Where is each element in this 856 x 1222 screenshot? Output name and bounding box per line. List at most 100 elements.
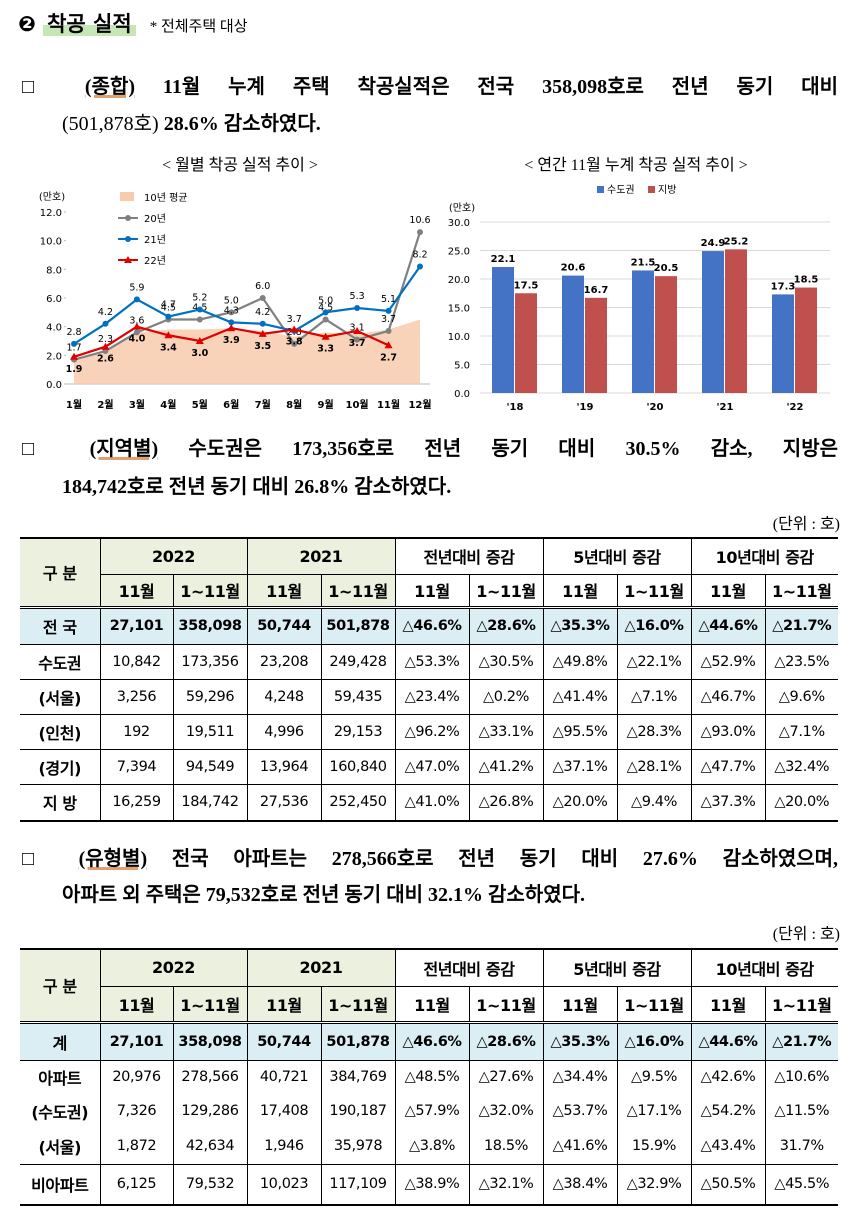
marker <box>228 309 235 316</box>
table-cell: △35.3% <box>542 605 618 645</box>
marker <box>70 352 78 360</box>
table-cell: △54.2% <box>690 1094 766 1128</box>
table-cell: △28.3% <box>616 713 692 750</box>
table: 구 분 2022 2021 전년대비 증감 5년대비 증감 10년대비 증감 11월 1~11… <box>20 948 839 1206</box>
header-cell: 2022 <box>99 948 248 987</box>
table-cell: 35,978 <box>320 1128 396 1165</box>
data-label: 2.3 <box>98 334 113 345</box>
x-tick-label: 2월 <box>97 399 113 411</box>
table-row: 아파트 20,976 278,566 40,721 384,769 △48.5% △27.6… <box>20 1059 839 1094</box>
y-axis-label: (만호) <box>449 202 475 214</box>
table-cell: 59,296 <box>172 678 248 715</box>
table-cell: △37.3% <box>690 783 766 822</box>
table-cell: 1,946 <box>246 1128 322 1165</box>
table-cell: △23.5% <box>764 643 839 680</box>
x-tick-label: 3월 <box>129 399 145 411</box>
table-cell: △9.4% <box>616 783 692 822</box>
header-cell: 1~11월 <box>764 985 839 1023</box>
data-label: 2.8 <box>66 327 81 338</box>
table-cell: △32.0% <box>468 1094 544 1128</box>
header-cell: 11월 <box>100 573 174 608</box>
table-cell: △26.8% <box>468 783 544 822</box>
table-cell: △20.0% <box>764 783 839 822</box>
marker <box>353 326 362 334</box>
table-cell: △17.1% <box>616 1094 692 1128</box>
table-cell: △32.1% <box>468 1163 544 1206</box>
table-cell: △37.1% <box>542 748 618 785</box>
data-label: 17.5 <box>514 280 539 291</box>
x-tick-label: 4월 <box>160 399 176 411</box>
y-tick-label: 25.0 <box>448 247 470 258</box>
x-tick-label: '21 <box>717 402 734 413</box>
paragraph-line: (501,878호) 28.6% 감소하였다. <box>62 107 321 136</box>
bar <box>585 297 607 393</box>
table-cell: △9.6% <box>764 678 839 715</box>
header-cell: 전년대비 증감 <box>394 537 544 575</box>
table-cell: 10,023 <box>246 1163 322 1206</box>
header-cell: 1~11월 <box>320 985 396 1023</box>
header-cell: 1~11월 <box>468 985 544 1023</box>
data-label: 20.5 <box>654 263 679 274</box>
table-cell: △41.2% <box>468 748 544 785</box>
data-label: 3.4 <box>160 342 177 353</box>
header-row: 구 분 2022 2021 전년대비 증감 5년대비 증감 10년대비 증감 <box>20 948 839 1023</box>
data-label: 1.9 <box>66 364 83 375</box>
table-cell: △28.6% <box>468 1020 544 1061</box>
y-tick-label: 2.0 <box>46 351 62 362</box>
line <box>73 265 421 345</box>
table-cell: △47.0% <box>394 748 470 785</box>
table-cell: △28.1% <box>616 748 692 785</box>
y-tick-label: 8.0 <box>46 265 62 276</box>
table-cell: △28.6% <box>468 605 544 645</box>
header-cell: 1~11월 <box>616 985 692 1023</box>
table-cell: △32.4% <box>764 748 839 785</box>
text: 아파트 외 주택은 79,532호로 전년 동기 대비 32.1% 감소하였다. <box>62 884 585 906</box>
paragraph-line: □ (지역별) 수도권은 173,356호로 전년 동기 대비 30.5% 감소… <box>22 432 838 461</box>
table-cell: △16.0% <box>616 605 692 645</box>
data-label: 21.5 <box>631 257 656 268</box>
table-cell: 278,566 <box>172 1059 248 1094</box>
row-label: 아파트 <box>20 1059 101 1094</box>
table-cell: △95.5% <box>542 713 618 750</box>
table-cell: △46.6% <box>394 1020 470 1061</box>
data-label: 4.2 <box>98 307 113 318</box>
table-cell: △35.3% <box>542 1020 618 1061</box>
x-tick-label: 11월 <box>377 399 400 411</box>
table-cell: △44.6% <box>690 605 766 645</box>
data-label: 5.3 <box>350 291 365 302</box>
y-tick-label: 20.0 <box>448 275 470 286</box>
table-cell: △7.1% <box>764 713 839 750</box>
table-cell: △48.5% <box>394 1059 470 1094</box>
table-cell: 160,840 <box>320 748 396 785</box>
header-cell: 11월 <box>542 573 618 608</box>
marker <box>259 320 266 327</box>
table-cell: 249,428 <box>320 643 396 680</box>
chart-title: < 연간 11월 누계 착공 실적 추이 > <box>524 156 747 174</box>
header-cell: 11월 <box>690 573 766 608</box>
data-label: 2.7 <box>380 352 397 363</box>
table-cell: 173,356 <box>172 643 248 680</box>
data-label: 3.7 <box>349 338 366 349</box>
table-cell: 50,744 <box>246 1020 322 1061</box>
table-cell: 40,721 <box>246 1059 322 1094</box>
header-cell: 5년대비 증감 <box>542 537 692 575</box>
data-label: 3.7 <box>381 314 396 325</box>
y-tick-label: 4.0 <box>46 323 62 334</box>
x-tick-label: 5월 <box>192 399 208 411</box>
table-cell: 7,394 <box>99 748 174 785</box>
data-label: 3.8 <box>286 337 303 348</box>
data-label: 3.9 <box>223 335 240 346</box>
data-label: 4.7 <box>161 300 176 311</box>
table-row: (서울) 3,256 59,296 4,248 59,435 △23.4% △0.2% △41… <box>20 678 839 715</box>
table-cell: △42.6% <box>690 1059 766 1094</box>
marker <box>71 340 77 347</box>
y-tick-label: 12.0 <box>40 208 62 219</box>
header-cell: 1~11월 <box>616 573 692 608</box>
table-cell: △16.0% <box>616 1020 692 1061</box>
header-cell: 2022 <box>99 537 248 575</box>
legend-swatch <box>120 192 134 201</box>
table-cell: 4,996 <box>246 713 322 750</box>
table-cell: 7,326 <box>99 1094 174 1128</box>
table-cell: 190,187 <box>320 1094 396 1128</box>
row-label: 전 국 <box>20 605 101 645</box>
